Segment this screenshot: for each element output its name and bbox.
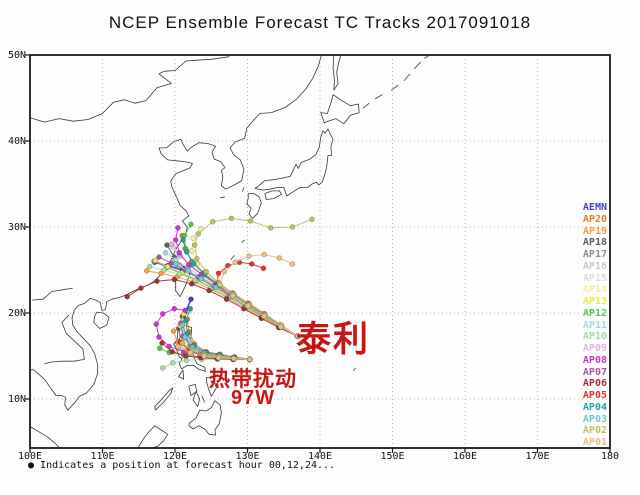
legend-entry-AP03: AP03: [582, 413, 607, 425]
x-tick-label-150E: 150E: [380, 451, 405, 462]
track-AP01-w97: [175, 343, 253, 363]
x-tick-label-120E: 120E: [162, 451, 188, 462]
legend-entry-AP18: AP18: [582, 237, 607, 249]
map-frame: [25, 54, 611, 453]
legend-entry-AP04: AP04: [582, 401, 607, 413]
legend-entry-AP02: AP02: [582, 425, 607, 437]
legend-entry-AP16: AP16: [582, 260, 607, 272]
y-tick-label-20N: 20N: [7, 308, 26, 319]
y-tick-label-40N: 40N: [7, 136, 26, 147]
x-tick-label-170E: 170E: [525, 451, 550, 462]
legend-entry-AP11: AP11: [582, 319, 607, 331]
legend-entry-AP06: AP06: [582, 378, 607, 390]
legend-entry-AP13: AP13: [582, 296, 607, 307]
x-tick-label-180: 180: [600, 451, 620, 462]
disturbance-name-label: 热带扰动: [209, 368, 297, 391]
y-tick-label-50N: 50N: [7, 50, 26, 61]
x-tick-label-100E: 100E: [17, 451, 43, 462]
legend-entry-AP08: AP08: [582, 354, 607, 366]
legend-entry-AP10: AP10: [582, 331, 607, 343]
x-tick-label-110E: 110E: [90, 451, 115, 462]
legend-entry-AP09: AP09: [582, 343, 607, 354]
x-tick-label-140E: 140E: [307, 451, 333, 462]
legend-entry-AP14: AP14: [582, 284, 607, 296]
footnote: ● Indicates a position at forecast hour …: [28, 460, 335, 471]
legend-entry-AP17: AP17: [582, 249, 607, 260]
track-layer: [124, 215, 315, 371]
footnote-text: Indicates a position at forecast hour 00…: [34, 460, 336, 471]
y-tick-label-30N: 30N: [7, 222, 26, 233]
y-tick-label-10N: 10N: [7, 394, 26, 405]
disturbance-id-label: 97W: [231, 387, 276, 409]
legend-entry-AP20: AP20: [582, 213, 607, 225]
legend-entry-AP05: AP05: [582, 390, 607, 401]
legend-entry-AP12: AP12: [582, 307, 607, 319]
grid-layer: [30, 55, 610, 448]
position-dot-bullet: ●: [28, 460, 35, 471]
track-AP01-talim: [217, 251, 301, 339]
coastline-layer: [29, 54, 430, 449]
x-tick-label-130E: 130E: [235, 451, 260, 462]
legend-entry-AP15: AP15: [582, 272, 607, 284]
legend-entry-AP19: AP19: [582, 225, 607, 237]
legend-entry-AEMN: AEMN: [582, 202, 607, 213]
storm-name-label: 泰利: [296, 320, 371, 359]
chart-title: NCEP Ensemble Forecast TC Tracks 2017091…: [108, 13, 532, 32]
x-tick-label-160E: 160E: [452, 451, 478, 462]
legend-entry-AP07: AP07: [582, 366, 607, 378]
legend-entry-AP01: AP01: [582, 437, 607, 448]
